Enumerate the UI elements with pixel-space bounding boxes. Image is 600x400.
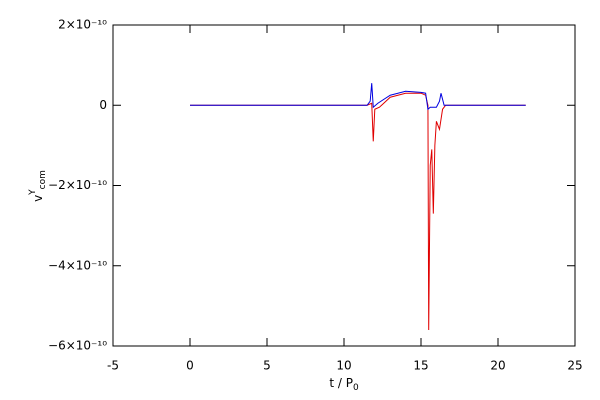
plot-frame: [112, 24, 576, 347]
series-line: [190, 92, 526, 330]
x-tick-label: 20: [490, 359, 505, 373]
y-label-base: v: [31, 195, 45, 202]
x-axis-label: t / P0: [329, 376, 359, 393]
y-axis-label: vYcom: [28, 170, 48, 202]
x-tick-label: 5: [263, 359, 271, 373]
y-tick-label: −4×10⁻¹⁰: [48, 258, 107, 272]
x-tick-label: 10: [336, 359, 351, 373]
y-label-sup: Y: [28, 189, 38, 196]
y-tick-label: 0: [99, 98, 107, 112]
x-label-base: t / P: [329, 376, 353, 390]
y-tick-label: 2×10⁻¹⁰: [58, 18, 107, 32]
x-tick-label: 0: [186, 359, 194, 373]
y-label-sub: com: [38, 170, 48, 189]
x-tick-label: 15: [413, 359, 428, 373]
y-tick-label: −2×10⁻¹⁰: [48, 178, 107, 192]
x-label-sub: 0: [353, 383, 359, 393]
x-tick-label: -5: [107, 359, 119, 373]
x-tick-label: 25: [567, 359, 582, 373]
series-line: [190, 83, 526, 111]
y-tick-label: −6×10⁻¹⁰: [48, 339, 107, 353]
